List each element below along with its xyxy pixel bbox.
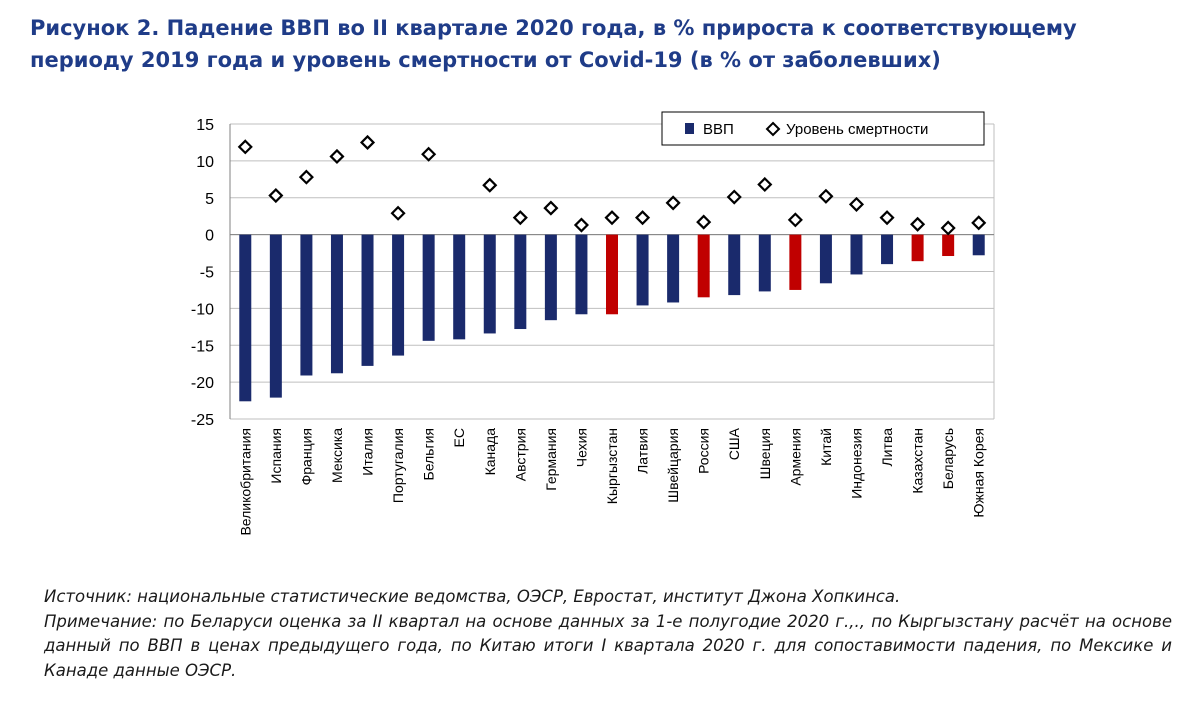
gdp-bar	[575, 234, 588, 315]
mortality-marker	[787, 212, 803, 228]
mortality-marker	[237, 139, 253, 155]
category-label: Литва	[879, 428, 895, 467]
y-tick-label: 5	[205, 191, 214, 208]
category-label: Индонезия	[848, 428, 864, 499]
gdp-bar	[758, 234, 771, 292]
category-label: Казахстан	[910, 428, 926, 494]
gdp-bar	[392, 234, 405, 356]
notes: Источник: национальные статистические ве…	[44, 585, 1172, 683]
gdp-bar	[850, 234, 863, 275]
mortality-marker	[421, 146, 437, 162]
category-label: Италия	[360, 428, 376, 476]
category-label: Канада	[482, 428, 498, 476]
gdp-bar	[819, 234, 832, 284]
gdp-bar	[300, 234, 313, 376]
y-axis: 15 10 5 0 -5 -10 -15 -20 -25	[191, 117, 995, 429]
gdp-bar	[636, 234, 649, 306]
gdp-bar	[728, 234, 741, 296]
category-label: Армения	[787, 428, 803, 486]
gdp-bar	[544, 234, 557, 321]
remark-note: Примечание: по Беларуси оценка за II ква…	[44, 611, 1172, 680]
legend-mortality-diamond-icon	[765, 121, 781, 137]
gdp-bar	[911, 234, 924, 262]
gdp-bar	[269, 234, 282, 398]
legend-box	[661, 111, 985, 146]
mortality-marker	[848, 196, 865, 212]
category-label: Латвия	[635, 428, 651, 474]
category-label: Швеция	[757, 428, 773, 479]
mortality-marker	[268, 187, 284, 204]
gdp-bar	[361, 234, 374, 366]
category-label: Испания	[268, 428, 284, 484]
mortality-marker	[298, 169, 314, 185]
y-tick-label: -15	[191, 338, 214, 355]
legend-gdp-swatch	[685, 123, 694, 134]
y-tick-label: 10	[196, 154, 214, 171]
gdp-bar	[453, 234, 466, 340]
gdp-bar	[697, 234, 710, 298]
y-tick-label: -20	[191, 375, 214, 392]
category-label: Чехия	[573, 428, 589, 467]
category-label: Бельгия	[421, 428, 437, 480]
gdp-bar	[789, 234, 802, 290]
category-label: Швейцария	[665, 428, 681, 503]
category-label: ЕС	[451, 428, 467, 447]
mortality-marker	[482, 177, 498, 193]
category-labels: Великобритания Испания Франция Мексика Итали…	[237, 427, 986, 535]
mortality-marker	[512, 210, 528, 226]
mortality-marker	[390, 205, 406, 221]
gdp-bar	[942, 234, 955, 257]
category-label: Мексика	[329, 428, 345, 483]
mortality-marker	[726, 189, 742, 205]
y-tick-label: 0	[205, 228, 214, 245]
category-label: Австрия	[512, 428, 528, 481]
mortality-marker	[604, 210, 620, 226]
chart: 15 10 5 0 -5 -10 -15 -20 -25 Великобритания Испан…	[191, 111, 995, 536]
mortality-marker	[635, 210, 651, 226]
legend-mortality-label: Уровень смертности	[786, 121, 928, 138]
category-label: США	[726, 427, 742, 460]
y-tick-label: -25	[191, 412, 214, 429]
category-label: Кыргызстан	[604, 428, 620, 504]
y-tick-label: -10	[191, 301, 214, 318]
gdp-bar	[606, 234, 618, 315]
legend: ВВП Уровень смертности	[661, 111, 985, 146]
mortality-marker	[940, 220, 956, 236]
y-tick-label: -5	[200, 265, 214, 282]
figure-title: Рисунок 2. Падение ВВП во II квартале 20…	[30, 16, 1077, 72]
mortality-marker	[329, 148, 345, 165]
gdp-bar	[881, 234, 894, 265]
mortality-marker	[910, 216, 926, 232]
gdp-bar	[972, 234, 985, 256]
mortality-marker	[359, 134, 376, 150]
category-label: Южная Корея	[971, 428, 987, 518]
mortality-marker	[818, 188, 834, 204]
legend-gdp-label: ВВП	[703, 121, 734, 138]
mortality-marker	[573, 217, 589, 233]
gdp-bar	[514, 234, 527, 330]
gdp-bar	[330, 234, 343, 374]
mortality-markers	[237, 134, 987, 236]
gdp-bar	[667, 234, 680, 303]
gdp-bar	[239, 234, 252, 402]
category-label: Россия	[696, 428, 712, 474]
category-label: Великобритания	[237, 428, 253, 536]
category-label: Германия	[543, 428, 559, 491]
mortality-marker	[543, 200, 559, 216]
mortality-marker	[879, 210, 895, 226]
gdp-bar	[422, 234, 435, 341]
mortality-marker	[971, 215, 987, 231]
gdp-bar	[483, 234, 496, 334]
source-note: Источник: национальные статистические ве…	[44, 587, 901, 606]
mortality-marker	[757, 176, 773, 193]
mortality-marker	[665, 195, 681, 211]
category-label: Китай	[818, 428, 834, 466]
y-tick-label: 15	[196, 117, 214, 134]
category-label: Беларусь	[940, 428, 956, 489]
category-label: Франция	[298, 428, 314, 485]
mortality-marker	[696, 214, 712, 230]
gdp-bars	[239, 234, 985, 402]
category-label: Португалия	[390, 428, 406, 503]
